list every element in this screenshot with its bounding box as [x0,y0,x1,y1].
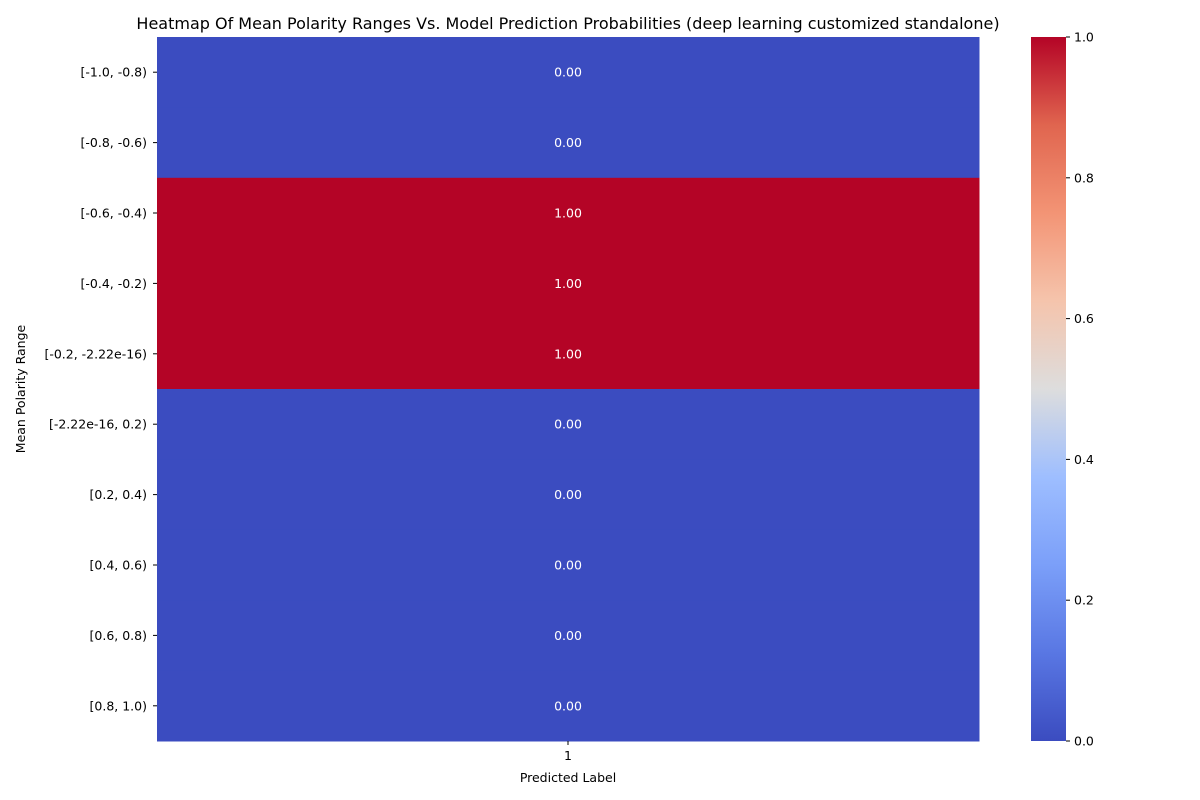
colorbar-tick-label: 0.8 [1074,170,1094,185]
colorbar-tick-label: 1.0 [1074,30,1094,45]
y-tick-label: [-2.22e-16, 0.2) [49,417,147,432]
cell-value-label: 0.00 [554,558,582,573]
heatmap-cell [157,600,980,672]
heatmap-cell [157,459,980,531]
y-tick-label: [-0.8, -0.6) [81,135,147,150]
y-axis-ticks: [-1.0, -0.8) [-0.8, -0.6) [-0.6, -0.4) [-0.… [44,65,157,713]
heatmap-cell [157,389,980,460]
y-tick-label: [0.8, 1.0) [90,698,147,713]
heatmap-cell [157,318,980,390]
heatmap-cell-labels: 0.00 0.00 1.00 1.00 1.00 0.00 0.00 0.00 0.00 0.00 [554,65,582,714]
cell-value-label: 0.00 [554,135,582,150]
cell-value-label: 0.00 [554,65,582,80]
y-axis-label: Mean Polarity Range [13,324,28,453]
cell-value-label: 0.00 [554,628,582,643]
y-tick-label: [-0.4, -0.2) [81,276,147,291]
heatmap-cell [157,670,980,742]
x-axis-ticks: 1 [564,741,572,763]
colorbar-tick-label: 0.0 [1074,734,1094,749]
cell-value-label: 0.00 [554,487,582,502]
y-tick-label: [-0.2, -2.22e-16) [44,346,147,361]
colorbar-tick-label: 0.2 [1074,593,1094,608]
y-tick-label: [-1.0, -0.8) [81,65,147,80]
heatmap-cell [157,37,980,108]
heatmap-cell [157,248,980,320]
heatmap-cell [157,107,980,179]
heatmap-cell [157,529,980,601]
colorbar-ticks: 0.0 0.2 0.4 0.6 0.8 1.0 [1066,30,1094,749]
cell-value-label: 1.00 [554,346,582,361]
x-tick-label: 1 [564,748,572,763]
x-axis-label: Predicted Label [520,770,616,785]
heatmap-cells [157,37,980,742]
cell-value-label: 1.00 [554,206,582,221]
colorbar-tick-label: 0.4 [1074,452,1094,467]
colorbar-tick-label: 0.6 [1074,311,1094,326]
cell-value-label: 0.00 [554,698,582,713]
cell-value-label: 0.00 [554,417,582,432]
chart-title: Heatmap Of Mean Polarity Ranges Vs. Mode… [136,14,999,33]
colorbar [1031,37,1066,741]
y-tick-label: [0.6, 0.8) [90,628,147,643]
y-tick-label: [0.4, 0.6) [90,558,147,573]
heatmap-cell [157,177,980,249]
y-tick-label: [-0.6, -0.4) [81,206,147,221]
y-tick-label: [0.2, 0.4) [90,487,147,502]
cell-value-label: 1.00 [554,276,582,291]
